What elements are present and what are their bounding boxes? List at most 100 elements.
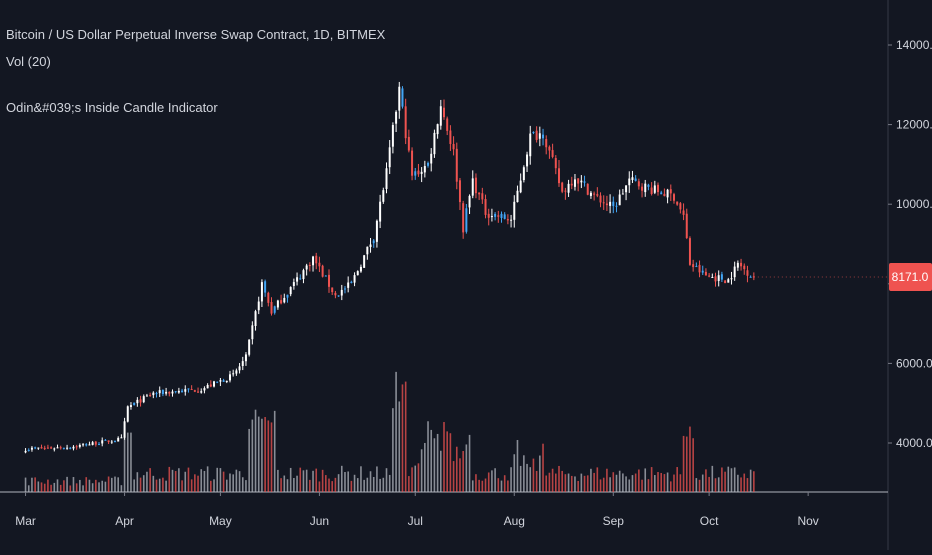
candle-body [733, 266, 736, 278]
candle-body [91, 442, 94, 445]
candle-body [181, 390, 184, 393]
volume-bar [126, 432, 129, 492]
volume-bar [596, 467, 599, 492]
volume-bar [507, 480, 509, 492]
candle-body [446, 118, 449, 131]
volume-bar [178, 468, 180, 492]
candle-body [589, 192, 592, 196]
volume-bar [663, 474, 666, 492]
candle-body [145, 395, 148, 397]
x-tick-label: Mar [15, 514, 36, 528]
volume-bar [264, 417, 266, 492]
volume-bar [69, 485, 72, 492]
volume-bar [516, 440, 519, 492]
candle-body [379, 201, 382, 222]
candle-body [439, 106, 442, 126]
volume-bar [462, 451, 464, 492]
candle-body [551, 150, 554, 157]
volume-bar [72, 477, 75, 492]
volume-bar [190, 479, 193, 492]
candle-body [155, 393, 158, 395]
volume-bar [286, 479, 289, 492]
volume-bar [280, 478, 282, 492]
volume-bar [638, 469, 640, 492]
candle-body [43, 447, 46, 449]
candle-body [433, 132, 436, 155]
volume-bar [526, 463, 528, 492]
candle-body [666, 189, 669, 198]
volume-bar [59, 484, 62, 492]
candle-body [385, 168, 388, 189]
volume-bar [162, 477, 164, 492]
candle-body [264, 281, 267, 293]
volume-bar [733, 467, 736, 492]
volume-bar [481, 480, 484, 492]
candle-body [644, 183, 647, 193]
candle-body [414, 171, 417, 176]
candle-body [647, 184, 650, 187]
candle-body [631, 177, 634, 180]
volume-bar [225, 479, 228, 492]
candle-body [369, 244, 372, 247]
x-tick-label: May [209, 514, 232, 528]
volume-bar [682, 435, 685, 492]
volume-bar [283, 475, 286, 492]
volume-bar [181, 480, 183, 492]
candle-body [219, 380, 222, 382]
candle-body [315, 255, 318, 264]
candle-body [177, 390, 180, 393]
candle-body [615, 205, 618, 207]
candle-body [158, 390, 161, 394]
candle-body [238, 366, 241, 371]
volume-bar [85, 477, 88, 492]
volume-bar [130, 432, 132, 492]
volume-bar [398, 401, 401, 492]
candle-body [688, 238, 691, 265]
volume-bar [427, 421, 429, 492]
volume-bar [270, 422, 273, 492]
volume-bar [219, 468, 222, 492]
volume-bar [273, 410, 276, 492]
candle-body [736, 262, 739, 268]
candle-body [66, 447, 69, 449]
volume-bar [551, 468, 554, 492]
candle-body [184, 389, 187, 392]
volume-bar [82, 485, 84, 492]
volume-bar [385, 468, 388, 492]
volume-bar [586, 475, 589, 492]
candle-body [458, 180, 461, 203]
candle-body [312, 256, 315, 266]
volume-bar [497, 478, 500, 492]
volume-bar [612, 472, 615, 492]
volume-bar [363, 479, 365, 492]
volume-bar [721, 467, 723, 492]
volume-bar [24, 477, 27, 492]
x-tick-label: Sep [603, 514, 625, 528]
volume-bar [673, 474, 675, 492]
candle-body [704, 271, 707, 276]
volume-bar [142, 475, 145, 492]
volume-bar [216, 467, 219, 492]
volume-bar [650, 467, 653, 492]
candle-body [494, 213, 497, 217]
volume-bar [705, 469, 707, 492]
candle-body [628, 178, 631, 186]
volume-bar [139, 477, 142, 492]
volume-bar [31, 477, 33, 492]
volume-bar [88, 479, 91, 492]
candle-body [244, 354, 247, 362]
volume-bar [395, 371, 397, 492]
candle-body [139, 399, 142, 403]
candle-body [46, 447, 49, 449]
candle-body [660, 192, 663, 195]
volume-bar [695, 478, 698, 492]
candle-body [382, 190, 385, 202]
candle-body [657, 184, 660, 193]
candle-body [359, 266, 362, 272]
volume-bar [510, 467, 512, 492]
candle-body [711, 276, 714, 278]
volume-bar [714, 478, 717, 492]
candle-body [72, 446, 75, 449]
